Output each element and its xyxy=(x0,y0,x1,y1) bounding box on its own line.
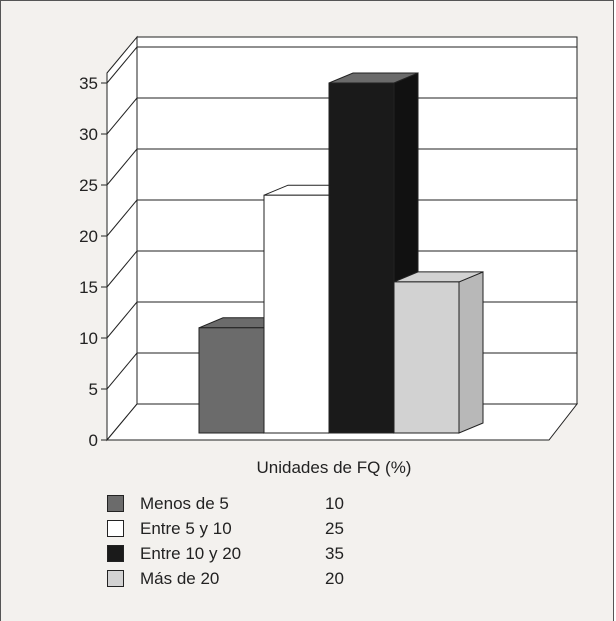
legend-swatch xyxy=(107,570,124,587)
legend-row: Entre 10 y 20 35 xyxy=(107,541,344,566)
gridline xyxy=(106,97,138,135)
y-tick-label: 5 xyxy=(89,380,98,399)
legend-label: Entre 10 y 20 xyxy=(140,543,242,563)
y-tick-label: 0 xyxy=(89,431,98,450)
y-tick-label: 20 xyxy=(79,227,98,246)
legend-row: Menos de 5 10 xyxy=(107,491,344,516)
legend-swatch xyxy=(107,545,124,562)
y-tick-label: 25 xyxy=(79,176,98,195)
legend-label: Entre 5 y 10 xyxy=(140,518,232,538)
bar-front xyxy=(263,194,330,434)
y-axis-ticks: 0 5 10 15 20 25 30 35 xyxy=(79,74,107,450)
side-wall xyxy=(106,35,138,442)
legend-value: 20 xyxy=(325,568,344,588)
y-tick-label: 15 xyxy=(79,278,98,297)
x-axis-label: Unidades de FQ (%) xyxy=(257,458,412,477)
legend-row: Más de 20 20 xyxy=(107,566,344,591)
legend-row: Entre 5 y 10 25 xyxy=(107,516,344,541)
legend-value: 25 xyxy=(325,518,344,538)
bar-side xyxy=(458,271,484,434)
legend-label: Más de 20 xyxy=(140,568,220,588)
legend: Menos de 5 10 Entre 5 y 10 25 Entre 10 y… xyxy=(107,491,344,591)
bar-front xyxy=(198,327,265,434)
legend-value: 10 xyxy=(325,493,344,513)
bar-front xyxy=(328,82,395,434)
legend-swatch xyxy=(107,520,124,537)
bar xyxy=(393,271,484,434)
gridline xyxy=(106,148,138,186)
bars xyxy=(198,72,484,434)
gridline xyxy=(106,46,138,84)
gridline xyxy=(106,352,138,390)
legend-swatch xyxy=(107,495,124,512)
bar-chart-3d: 0 5 10 15 20 25 30 35 Unidades de FQ (%) xyxy=(79,35,579,477)
y-tick-label: 10 xyxy=(79,329,98,348)
y-tick-label: 30 xyxy=(79,125,98,144)
gridline xyxy=(106,199,138,237)
legend-value: 35 xyxy=(325,543,344,563)
legend-label: Menos de 5 xyxy=(140,493,229,513)
y-tick-label: 35 xyxy=(79,74,98,93)
gridline xyxy=(106,250,138,288)
bar-front xyxy=(393,281,460,434)
gridline xyxy=(106,301,138,339)
